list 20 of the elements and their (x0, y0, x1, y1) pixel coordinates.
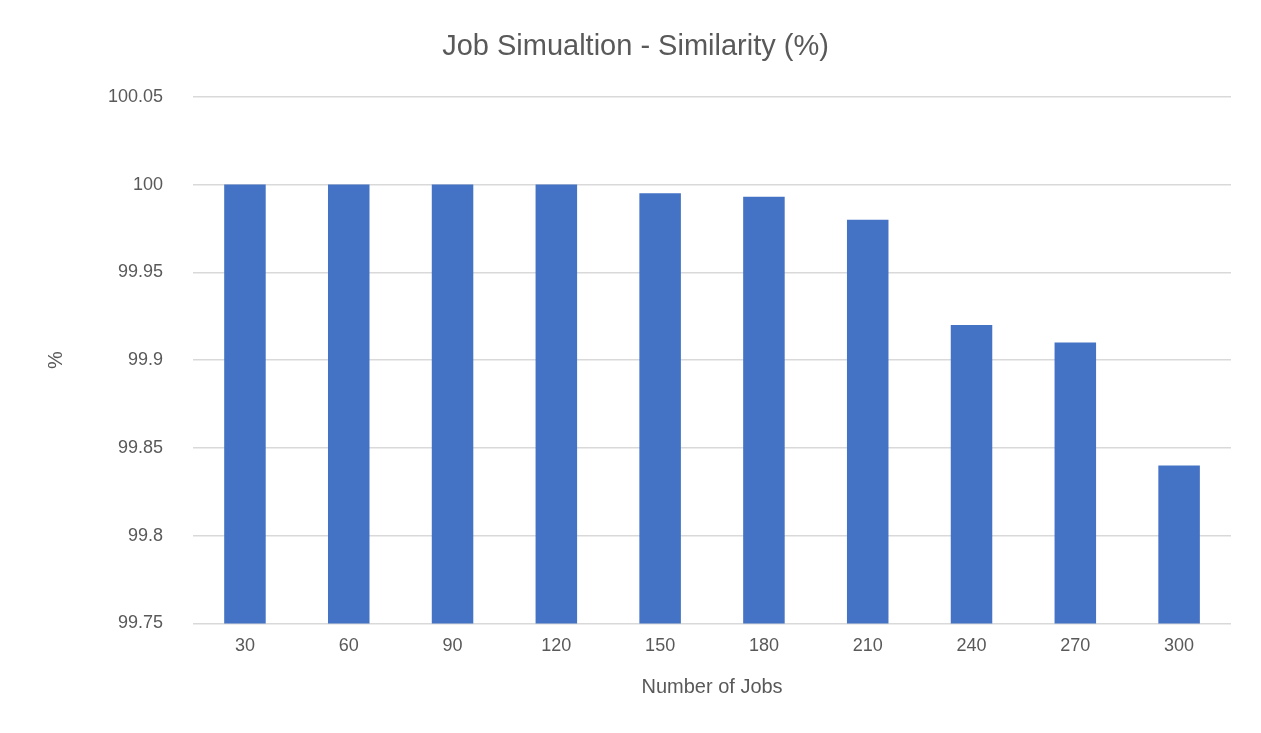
y-tick-label: 100.05 (107, 85, 164, 106)
x-tick-label: 210 (852, 635, 883, 656)
y-tick-label: 99.75 (118, 612, 164, 633)
y-axis-title: % (43, 351, 66, 369)
y-tick-label: 99.9 (128, 349, 164, 370)
x-tick-label: 30 (234, 635, 255, 656)
x-tick-label: 270 (1060, 635, 1091, 656)
x-tick-label: 90 (442, 635, 463, 656)
x-tick-label: 150 (645, 635, 676, 656)
x-axis-title: Number of Jobs (641, 674, 783, 697)
y-tick-label: 99.95 (118, 261, 164, 282)
x-tick-label: 180 (748, 635, 779, 656)
x-tick-label: 240 (956, 635, 987, 656)
y-tick-label: 100 (133, 173, 164, 194)
y-tick-label: 99.8 (128, 524, 164, 545)
x-tick-label: 120 (541, 635, 572, 656)
y-tick-label: 99.85 (118, 436, 164, 457)
chart-title: Job Simualtion - Similarity (%) (442, 29, 829, 62)
x-tick-label: 300 (1164, 635, 1195, 656)
x-tick-label: 60 (338, 635, 359, 656)
